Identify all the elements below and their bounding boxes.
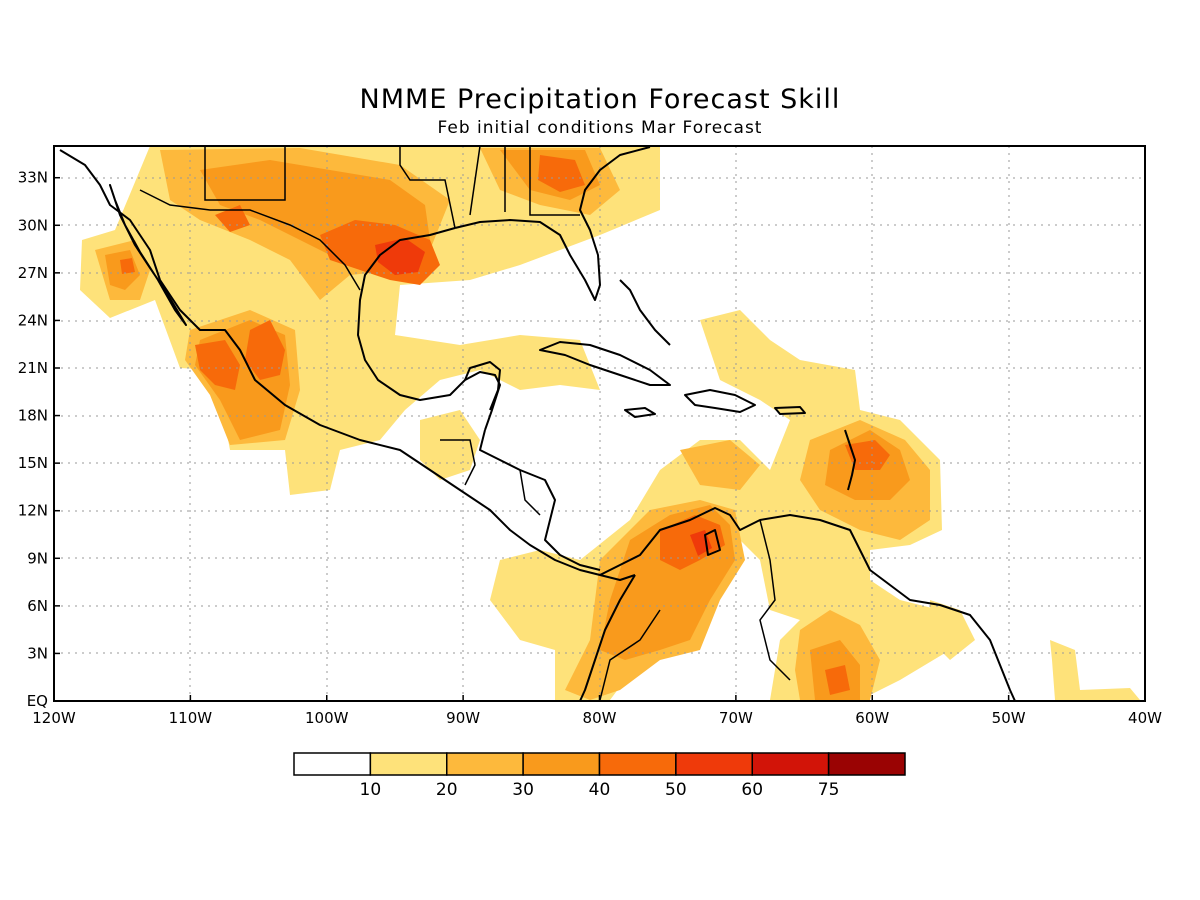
x-tick-label: 100W [305,709,349,727]
y-axis-labels: EQ 3N 6N 9N 12N 15N 18N 21N 24N 27N 30N 33N [18,169,48,710]
y-tick-label: 9N [27,549,48,567]
color-legend: 10 20 30 40 50 60 75 [293,752,906,800]
legend-swatch [293,752,372,776]
y-tick-label: 18N [18,407,48,425]
borders [139,146,791,701]
y-tick-label: 27N [18,264,48,282]
y-tick-label: 21N [18,359,48,377]
legend-label: 50 [665,780,687,800]
grid-lines [54,146,1145,701]
legend-swatch [522,752,601,776]
x-tick-label: 90W [446,709,480,727]
legend-label: 10 [360,780,382,800]
chart-subtitle: Feb initial conditions Mar Forecast [437,118,763,138]
chart-title: NMME Precipitation Forecast Skill [359,84,841,115]
y-tick-label: 30N [18,216,48,234]
legend-swatch [827,752,906,776]
y-tick-label: 12N [18,502,48,520]
tick-marks [53,176,1146,702]
legend-label: 40 [589,780,611,800]
legend-swatch [446,752,524,776]
y-tick-label: 6N [27,597,48,615]
legend-swatch [751,752,830,776]
y-tick-label: 33N [18,169,48,187]
y-tick-label: EQ [27,692,48,710]
legend-swatch [369,752,448,776]
legend-swatch [675,752,753,776]
x-tick-label: 70W [719,709,753,727]
legend-label: 20 [436,780,458,800]
coastlines [59,146,1016,701]
legend-swatch [598,752,677,776]
legend-label: 30 [512,780,534,800]
x-tick-label: 120W [32,709,76,727]
x-tick-label: 80W [583,709,617,727]
skill-shading [80,146,1140,700]
x-tick-label: 50W [992,709,1026,727]
y-tick-label: 15N [18,454,48,472]
y-tick-label: 24N [18,311,48,329]
x-axis-labels: 120W 110W 100W 90W 80W 70W 60W 50W 40W [32,709,1162,727]
x-tick-label: 110W [169,709,213,727]
legend-label: 60 [741,780,763,800]
x-tick-label: 60W [855,709,889,727]
x-tick-label: 40W [1128,709,1162,727]
y-tick-label: 3N [27,644,48,662]
legend-label: 75 [818,780,840,800]
